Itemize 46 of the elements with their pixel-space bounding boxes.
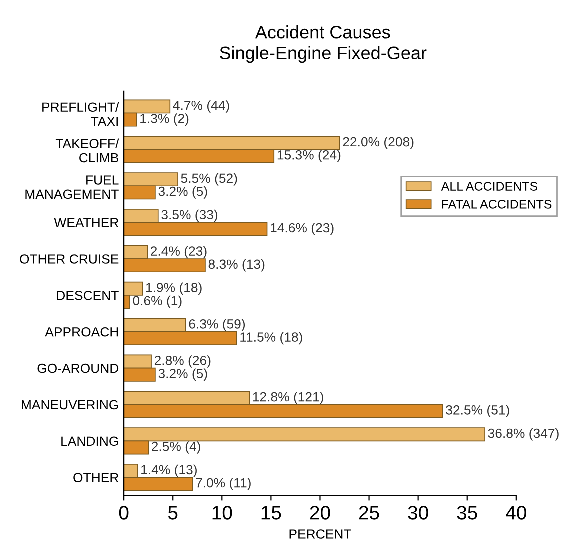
data-label: 4.7% (44) <box>173 100 230 113</box>
data-label: 3.2% (5) <box>158 368 208 382</box>
data-label: 11.5% (18) <box>240 332 302 345</box>
data-label: 2.5% (4) <box>152 442 200 454</box>
y-tick-label: APPROACH <box>45 327 118 337</box>
y-tick-label: WEATHER <box>54 218 119 228</box>
x-axis-title: PERCENT <box>290 530 352 539</box>
y-tick-label: GO-AROUND <box>38 364 119 374</box>
data-label: 1.9% (18) <box>146 282 202 296</box>
legend-label: ALL ACCIDENTS <box>441 182 538 191</box>
data-label: 32.5% (51) <box>446 405 510 418</box>
x-tick-label: 15 <box>262 506 282 520</box>
data-label: 7.0% (11) <box>196 478 251 490</box>
data-label: 2.4% (23) <box>151 246 207 259</box>
data-label: 1.3% (2) <box>140 114 189 126</box>
x-tick-label: 30 <box>408 506 428 520</box>
y-tick-label: PREFLIGHT/ TAXI <box>42 102 120 126</box>
data-label: 8.3% (13) <box>208 259 265 272</box>
y-tick-label: DESCENT <box>57 291 119 300</box>
data-label: 22.0% (208) <box>343 136 414 150</box>
x-tick-label: 10 <box>212 506 232 520</box>
y-tick-label: TAKEOFF/ CLIMB <box>56 138 120 163</box>
y-tick-label: OTHER CRUISE <box>20 254 119 264</box>
data-label: 1.4% (13) <box>142 464 197 478</box>
x-tick-label: 5 <box>168 506 178 520</box>
data-label: 5.5% (52) <box>181 173 238 186</box>
data-label: 0.6% (1) <box>133 296 182 308</box>
x-tick-label: 0 <box>119 506 129 520</box>
legend-label: FATAL ACCIDENTS <box>442 200 552 209</box>
data-label: 6.3% (59) <box>189 319 246 332</box>
chart-title: Accident Causes Single-Engine Fixed-Gear <box>220 26 427 64</box>
data-label: 12.8% (121) <box>253 392 324 404</box>
x-tick-label: 25 <box>359 506 380 520</box>
data-label: 3.2% (5) <box>158 186 208 199</box>
y-tick-label: FUEL MANAGEMENT <box>26 176 119 200</box>
y-tick-label: LANDING <box>62 436 118 446</box>
data-label: 2.8% (26) <box>154 356 211 368</box>
data-label: 15.3% (24) <box>278 150 341 162</box>
data-label: 36.8% (347) <box>488 428 559 441</box>
y-tick-label: MANEUVERING <box>22 400 118 410</box>
x-tick-label: 20 <box>310 506 330 520</box>
data-label: 14.6% (23) <box>271 222 334 236</box>
x-tick-label: 40 <box>506 506 526 520</box>
x-tick-label: 35 <box>457 506 478 520</box>
y-tick-label: OTHER <box>74 473 119 483</box>
data-label: 3.5% (33) <box>162 210 218 222</box>
